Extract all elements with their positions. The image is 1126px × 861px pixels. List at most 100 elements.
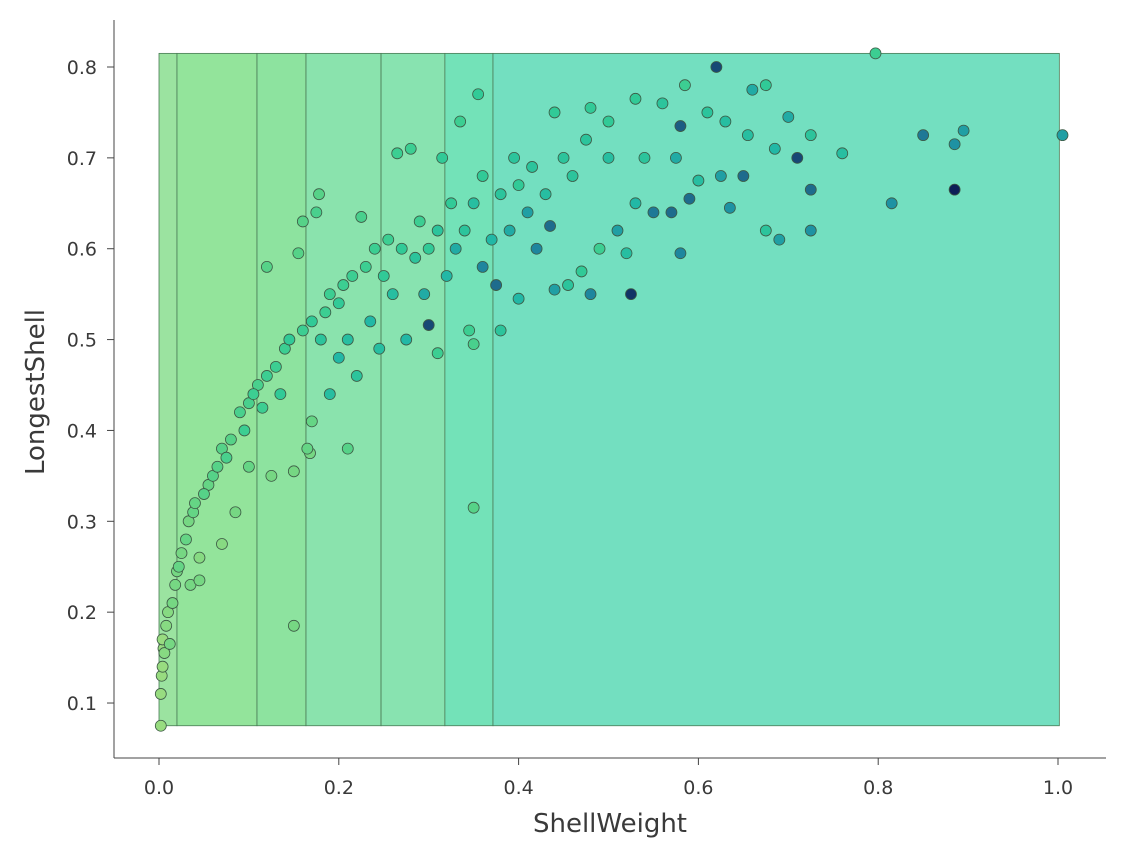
data-point (472, 88, 485, 101)
data-point (238, 424, 251, 437)
y-tick-label: 0.7 (67, 148, 97, 170)
data-point (746, 83, 759, 96)
data-point (602, 115, 615, 128)
data-point (584, 288, 597, 301)
x-tick-label: 0.4 (503, 777, 533, 799)
data-point (341, 442, 354, 455)
data-point (768, 142, 781, 155)
data-point (445, 197, 458, 210)
data-point (234, 406, 246, 419)
data-point (422, 319, 435, 331)
data-point (260, 370, 273, 382)
data-point (674, 120, 687, 132)
data-point (647, 206, 660, 219)
data-point (172, 560, 185, 573)
data-point (166, 597, 179, 609)
background-band (176, 52, 258, 727)
data-point (683, 192, 696, 205)
data-point (670, 151, 682, 164)
points (154, 47, 1069, 732)
y-tick-label: 0.1 (67, 693, 97, 715)
data-point (431, 224, 444, 237)
data-point (355, 211, 368, 223)
data-point (216, 538, 228, 550)
data-point (296, 324, 309, 337)
data-point (229, 506, 242, 519)
data-point (413, 215, 426, 228)
y-tick-label: 0.4 (67, 420, 97, 442)
data-point (156, 660, 169, 673)
data-point (503, 224, 516, 237)
y-tick-label: 0.5 (67, 330, 97, 352)
data-point (458, 224, 471, 237)
data-point (723, 201, 736, 214)
data-point (710, 61, 723, 73)
data-point (332, 297, 345, 310)
data-point (323, 288, 336, 301)
data-point (773, 233, 786, 246)
data-point (741, 129, 754, 142)
data-point (346, 270, 359, 282)
data-point (539, 188, 552, 201)
data-point (193, 551, 206, 564)
data-point (485, 233, 498, 246)
x-axis-label: ShellWeight (533, 809, 687, 839)
data-point (566, 170, 579, 182)
data-point (377, 270, 390, 282)
data-point (476, 260, 489, 273)
data-point (476, 170, 489, 182)
data-point (629, 197, 642, 210)
data-point (467, 197, 480, 210)
data-point (467, 501, 480, 514)
data-point (386, 288, 399, 301)
data-point (269, 360, 282, 373)
data-point (154, 688, 167, 700)
data-point (313, 188, 325, 201)
data-point (665, 206, 678, 219)
data-point (292, 247, 305, 260)
data-point (440, 270, 453, 282)
data-point (274, 388, 287, 400)
data-point (674, 247, 687, 260)
data-point (948, 183, 961, 196)
data-point (791, 151, 804, 164)
data-point (701, 106, 714, 119)
data-point (283, 333, 296, 346)
data-point (163, 638, 176, 650)
data-point (521, 206, 534, 219)
data-point (737, 170, 750, 182)
data-point (629, 92, 642, 105)
data-point (193, 574, 206, 587)
data-point (242, 460, 255, 473)
data-point (198, 488, 210, 500)
data-point (804, 183, 817, 196)
data-point (211, 460, 224, 473)
data-point (158, 647, 171, 659)
data-point (323, 388, 336, 400)
x-tick-label: 0.0 (144, 777, 174, 799)
data-point (620, 247, 633, 260)
data-point (656, 97, 669, 110)
data-point (332, 351, 345, 364)
data-point (759, 79, 772, 92)
data-point (180, 533, 192, 546)
background-bands (158, 52, 1060, 727)
data-point (548, 283, 561, 296)
data-point (220, 451, 233, 464)
data-point (409, 251, 422, 264)
data-point (562, 279, 574, 291)
y-axis-label: LongestShell (21, 309, 51, 475)
data-point (391, 147, 404, 160)
data-point (400, 333, 413, 346)
data-point (719, 115, 732, 128)
data-point (454, 115, 467, 128)
data-point (575, 265, 588, 278)
data-point (265, 469, 278, 482)
data-point (490, 279, 503, 291)
data-point (310, 206, 323, 219)
data-point (314, 333, 327, 346)
data-point (508, 151, 521, 164)
data-point (154, 719, 167, 732)
